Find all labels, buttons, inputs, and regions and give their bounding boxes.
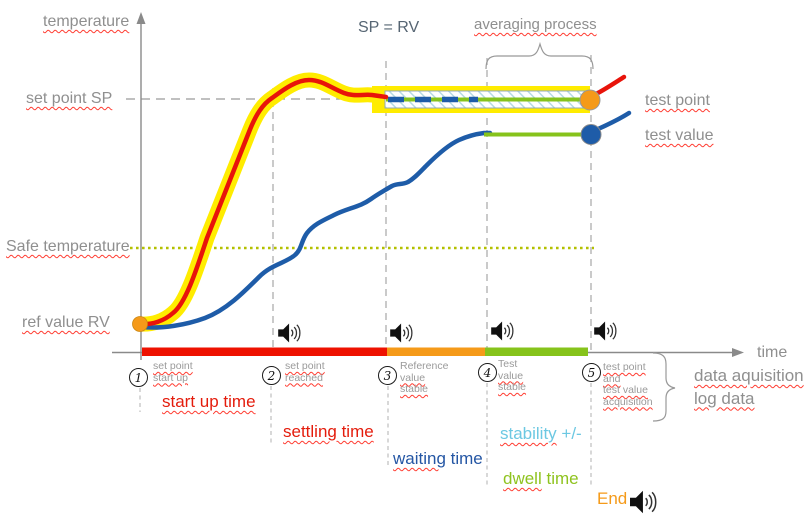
data-acquisition-line-1: data aquisition — [694, 366, 804, 385]
step-2-line-1: set point — [285, 360, 325, 372]
step-3-line-1: Reference — [400, 360, 449, 372]
step-1-label: set point start up — [153, 360, 193, 384]
step-5-line-4: acquisition — [603, 395, 653, 408]
data-acquisition-line-2: log data — [694, 388, 755, 408]
tolerance-band-curve — [132, 72, 388, 332]
data-acquisition-label: data aquisition log data — [694, 366, 804, 408]
test-point-label: test point — [645, 92, 710, 109]
averaging-process-brace — [485, 41, 594, 70]
step-3-label: Reference value stable — [400, 360, 449, 396]
speaker-icon — [278, 323, 301, 343]
step-5-line-1: test point — [603, 361, 646, 373]
phase-stability-suffix: +/- — [556, 424, 582, 443]
data-acquisition-brace — [652, 352, 676, 422]
y-axis-arrow — [136, 12, 146, 24]
phase-dwell-word: dwell — [503, 469, 542, 488]
step-marker-5: 5 — [582, 363, 601, 382]
below-axis-dashed-lines — [139, 383, 592, 487]
step-5-line-2: and — [603, 372, 621, 385]
step-4-label: Test value stable — [498, 358, 527, 394]
step-4-line-3: stable — [498, 381, 527, 393]
set-point-sp-label: set point SP — [26, 90, 113, 107]
phase-settling-label: settling time — [283, 422, 374, 441]
speaker-icon — [491, 321, 514, 341]
test-value-curve-tail — [595, 110, 632, 132]
step-marker-1: 1 — [129, 368, 148, 387]
phase-bar-startup — [142, 347, 387, 356]
step-marker-4: 4 — [478, 363, 497, 382]
phase-dwell-suffix: time — [541, 469, 579, 488]
test-point-marker — [579, 89, 601, 111]
step-3-line-2: value — [400, 371, 426, 384]
phase-end-label: End — [597, 489, 628, 508]
step-4-line-2: value — [498, 369, 524, 382]
speaker-icon — [594, 321, 617, 341]
step-marker-2: 2 — [262, 366, 281, 385]
phase-startup-label: start up time — [162, 392, 256, 411]
ref-value-rv-label: ref value RV — [22, 314, 110, 331]
phase-bar-reference-stable — [387, 347, 485, 356]
step-2-label: set point reached — [285, 360, 325, 384]
x-axis-label: time — [757, 344, 788, 361]
averaging-process-label: averaging process — [474, 16, 597, 33]
phase-waiting-label: waiting time — [393, 450, 483, 468]
phase-stability-word: stability — [500, 424, 557, 443]
phase-stability-label: stability +/- — [500, 425, 582, 443]
step-4-line-1: Test — [498, 358, 518, 370]
sp-equals-rv-label: SP = RV — [358, 19, 420, 36]
y-axis-label: temperature — [43, 13, 130, 30]
speaker-icon — [390, 323, 413, 343]
set-point-curve — [137, 77, 389, 327]
speaker-icon — [630, 490, 657, 514]
test-value-label: test value — [645, 127, 714, 144]
x-axis-arrow — [732, 348, 744, 357]
phase-dwell-label: dwell time — [503, 470, 579, 488]
phase-waiting-word: waiting — [393, 449, 446, 468]
ref-value-marker — [132, 316, 148, 332]
test-value-marker — [580, 124, 602, 145]
step-5-line-3: test value — [603, 384, 648, 396]
phase-waiting-suffix: time — [445, 449, 483, 468]
step-5-label: test point and test value acquisition — [603, 361, 653, 408]
safe-temperature-label: Safe temperature — [6, 238, 130, 255]
phase-bar-test-stable — [485, 347, 588, 356]
step-3-line-3: stable — [400, 383, 429, 395]
step-2-line-2: reached — [285, 371, 323, 384]
set-point-curve-tail — [593, 74, 627, 97]
test-value-curve — [139, 130, 493, 330]
step-1-line-2: start up — [153, 371, 189, 384]
step-1-line-1: set point — [153, 360, 193, 372]
step-marker-3: 3 — [378, 366, 397, 385]
